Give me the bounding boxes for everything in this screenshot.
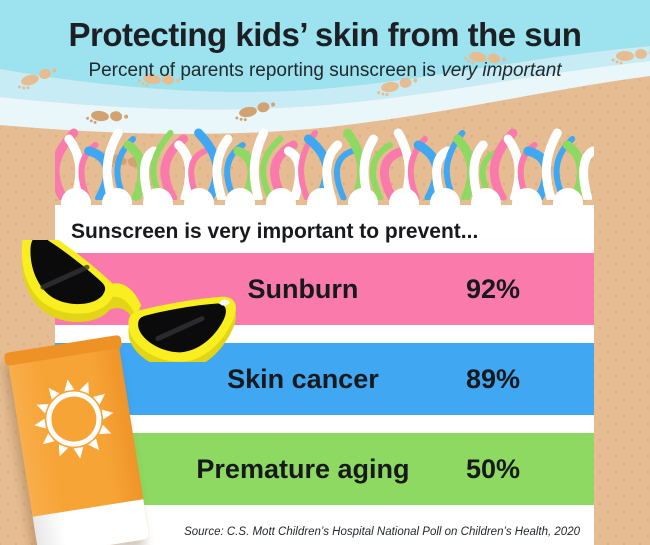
sun-ray bbox=[58, 444, 69, 457]
towel-tassel bbox=[369, 142, 394, 200]
sunglasses-icon bbox=[4, 240, 239, 362]
towel-scallop-bump bbox=[512, 188, 542, 222]
footprints-icon bbox=[463, 51, 507, 65]
towel-tassel bbox=[579, 146, 594, 200]
subtitle-emphasis: very important bbox=[441, 60, 562, 81]
beach-towel-chart: Sunscreen is very important to prevent..… bbox=[55, 188, 594, 545]
sun-ray bbox=[64, 379, 75, 392]
towel-tassel bbox=[249, 128, 269, 200]
footprints-icon bbox=[17, 68, 57, 90]
bar-label: Sunburn bbox=[247, 274, 359, 304]
towel-scallop-bump bbox=[225, 188, 255, 222]
sun-ray bbox=[34, 418, 47, 429]
towel-scallop-bump bbox=[389, 188, 419, 222]
sun-ray bbox=[93, 393, 105, 405]
sun-ray bbox=[36, 404, 49, 414]
bar-value: 50% bbox=[465, 454, 520, 484]
towel-scallop-bump bbox=[102, 188, 132, 222]
towel-tassel bbox=[212, 134, 233, 200]
footprints-icon bbox=[235, 102, 276, 122]
sun-ray bbox=[48, 387, 60, 400]
page-title: Protecting kids’ skin from the sun bbox=[68, 16, 582, 53]
wave-light-shape bbox=[0, 61, 650, 134]
bar-row-premature-aging: Premature aging 50% bbox=[55, 433, 594, 505]
towel-tassel bbox=[541, 128, 562, 200]
footprints-icon bbox=[86, 110, 129, 124]
header: Protecting kids’ skin from the sun Perce… bbox=[0, 0, 650, 82]
wave-mid-shape bbox=[0, 46, 650, 110]
towel-tassel bbox=[260, 136, 284, 200]
towel-scallop-bump bbox=[553, 188, 583, 222]
subtitle-text: Percent of parents reporting sunscreen i… bbox=[88, 60, 442, 81]
towel-scallop-bump bbox=[430, 188, 460, 222]
sun-ray bbox=[101, 409, 114, 420]
chart-heading: Sunscreen is very important to prevent..… bbox=[71, 220, 479, 243]
towel-tassel bbox=[503, 134, 524, 200]
sun-ray bbox=[99, 424, 112, 435]
bar-row-skin-cancer: Skin cancer 89% bbox=[55, 343, 594, 415]
bar-label: Premature aging bbox=[196, 454, 410, 484]
sun-ray bbox=[42, 433, 55, 445]
footprints-icon bbox=[137, 73, 181, 87]
sun-ray bbox=[79, 381, 89, 394]
sunscreen-bottle-icon bbox=[3, 334, 150, 545]
towel-scallop-bump bbox=[471, 188, 501, 222]
towel-tassel bbox=[334, 148, 356, 200]
sun-ray bbox=[88, 438, 100, 451]
footprints-icon bbox=[611, 49, 650, 65]
sun-icon bbox=[34, 379, 114, 459]
towel-scallop-bump bbox=[61, 188, 91, 222]
bar-value: 92% bbox=[465, 274, 520, 304]
towel-tassel bbox=[174, 140, 195, 200]
towel-scallop-bump bbox=[307, 188, 337, 222]
footprints-icon bbox=[377, 77, 418, 96]
towel-scallop-bump bbox=[348, 188, 378, 222]
towel-tassel bbox=[379, 146, 408, 200]
page-subtitle: Percent of parents reporting sunscreen i… bbox=[0, 60, 650, 82]
towel-scallop-bump bbox=[143, 188, 173, 222]
tube-cap bbox=[32, 499, 150, 545]
towel-scallop-bump bbox=[266, 188, 296, 222]
source-citation: Source: C.S. Mott Children’s Hospital Na… bbox=[184, 526, 580, 538]
sky-wave-shape bbox=[0, 0, 650, 92]
sun-ray bbox=[73, 446, 84, 459]
towel-scallop-bump bbox=[184, 188, 214, 222]
bar-value: 89% bbox=[465, 364, 520, 394]
bar-label: Skin cancer bbox=[227, 364, 379, 394]
towel-fringe-tassels bbox=[55, 128, 594, 200]
